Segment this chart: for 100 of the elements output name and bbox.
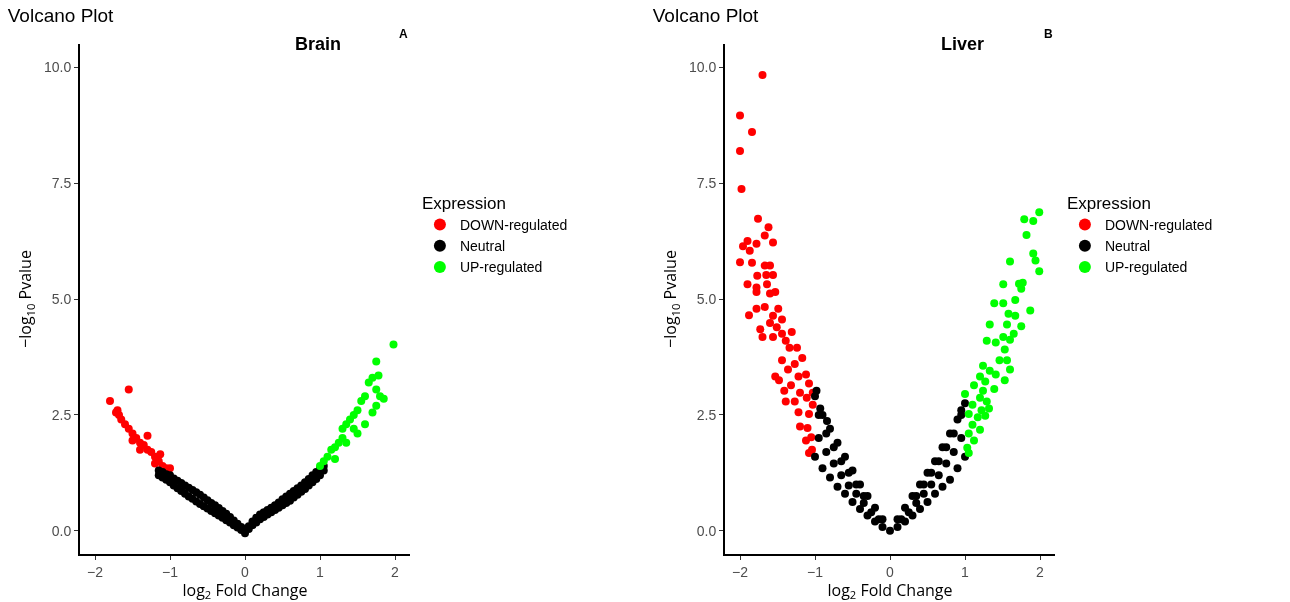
point [968, 400, 977, 409]
x-axis-title: log$_{2}$ Fold Change [182, 578, 308, 602]
point [979, 361, 987, 370]
point [1003, 320, 1011, 329]
point [368, 408, 377, 417]
text: A [399, 27, 408, 41]
y-tick-label: 0.0 [696, 522, 717, 539]
point [981, 411, 990, 420]
point [979, 386, 987, 395]
y-tick-label: 5.0 [696, 290, 717, 307]
point [995, 356, 1004, 365]
y-tick-label: 10.0 [43, 59, 72, 76]
x-tick-label: −1 [162, 563, 179, 580]
point [1029, 249, 1038, 258]
y-tick-label: 2.5 [51, 406, 72, 423]
x-tick-label: 0 [241, 563, 250, 580]
y-tick-label: 0.0 [51, 522, 72, 539]
point [361, 420, 369, 429]
point [999, 280, 1008, 289]
point [968, 420, 977, 429]
point [353, 429, 362, 438]
y-tick-label: 2.5 [696, 406, 717, 423]
legend-label: UP-regulated [1104, 259, 1188, 276]
point [1017, 322, 1026, 331]
legend-label: UP-regulated [459, 259, 543, 276]
point [372, 401, 381, 410]
point [990, 299, 999, 308]
point [976, 425, 984, 434]
point [1006, 365, 1014, 374]
point [1029, 217, 1038, 226]
annotation: Brain [295, 34, 342, 54]
point [985, 320, 994, 329]
y-tick-label: 7.5 [51, 174, 72, 191]
point [991, 370, 1000, 379]
legend-title: Expression [421, 193, 507, 213]
point [1035, 267, 1044, 276]
point [1022, 231, 1031, 240]
legend-label: Neutral [1104, 238, 1151, 255]
point [372, 385, 381, 394]
point [1011, 311, 1020, 320]
point [964, 409, 973, 418]
point [374, 371, 383, 380]
y-tick-label: 7.5 [696, 174, 717, 191]
point [156, 450, 165, 459]
annotation: Liver [941, 34, 985, 54]
point [353, 406, 362, 415]
point [973, 413, 982, 422]
point [372, 357, 381, 366]
x-tick-label: 1 [316, 563, 325, 580]
legend-label: DOWN-regulated [1104, 216, 1213, 233]
point [970, 381, 978, 390]
point [999, 299, 1008, 308]
point [1035, 208, 1044, 217]
point [389, 340, 398, 349]
point [977, 406, 986, 415]
point [982, 336, 991, 345]
point [976, 372, 984, 381]
point [1011, 295, 1020, 304]
point [982, 397, 991, 406]
point [166, 464, 174, 473]
legend-label: Neutral [459, 238, 506, 255]
legend-title: Expression [1066, 193, 1152, 213]
point [124, 385, 133, 394]
text: B [1044, 27, 1053, 41]
point [151, 459, 159, 468]
chart-title: Volcano Plot [7, 5, 115, 27]
legend-label: DOWN-regulated [459, 216, 568, 233]
point [970, 436, 978, 445]
point [985, 366, 994, 375]
point [379, 394, 388, 403]
chart-title: Volcano Plot [652, 5, 760, 27]
x-tick-label: −2 [732, 563, 749, 580]
x-tick-label: 0 [886, 563, 895, 580]
point [1000, 345, 1009, 354]
x-tick-label: 2 [1036, 563, 1045, 580]
point [361, 392, 369, 401]
point [143, 431, 152, 440]
point [961, 390, 969, 399]
point [964, 429, 973, 438]
point [964, 448, 973, 457]
y-tick-label: 5.0 [51, 290, 72, 307]
point [1009, 329, 1018, 338]
point [1000, 376, 1009, 385]
point [990, 384, 999, 393]
x-tick-label: −1 [807, 563, 824, 580]
x-tick-label: 1 [961, 563, 970, 580]
point [136, 445, 144, 454]
point [342, 438, 351, 447]
x-tick-label: 2 [391, 563, 400, 580]
point [323, 452, 332, 461]
point [1006, 335, 1014, 344]
point [1003, 356, 1011, 365]
point [991, 338, 1000, 347]
point [985, 404, 993, 413]
point [1031, 256, 1040, 265]
point [999, 333, 1008, 342]
x-axis-title: log$_{2}$ Fold Change [827, 578, 953, 602]
point [976, 393, 984, 402]
y-tick-label: 10.0 [688, 59, 717, 76]
point [1026, 306, 1035, 315]
